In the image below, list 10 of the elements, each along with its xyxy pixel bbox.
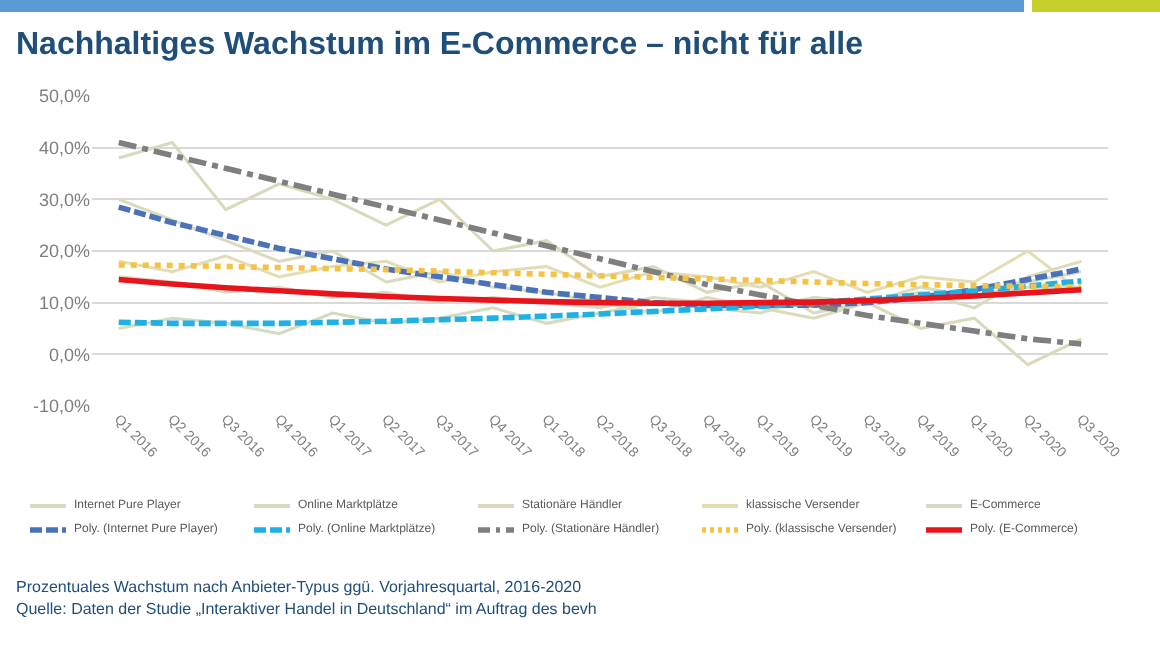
chart-title: Nachhaltiges Wachstum im E-Commerce – nicht für alle — [16, 28, 864, 64]
source-note: Quelle: Daten der Studie „Interaktiver Handel in Deutschland“ im Auftrag des bevh — [16, 598, 597, 620]
y-tick-label: -10,0% — [32, 396, 90, 417]
y-tick-label: 20,0% — [38, 241, 90, 262]
y-tick-label: 50,0% — [38, 86, 90, 107]
text: Prozentuales Wachstum nach Anbieter-Typus ggü. Vorjahresquartal, 2016-2020 — [16, 576, 584, 598]
y-tick-label: 30,0% — [38, 189, 90, 210]
y-tick-label: 0,0% — [48, 344, 90, 365]
y-tick-label: 40,0% — [38, 137, 90, 158]
y-tick-label: 10,0% — [38, 292, 90, 313]
